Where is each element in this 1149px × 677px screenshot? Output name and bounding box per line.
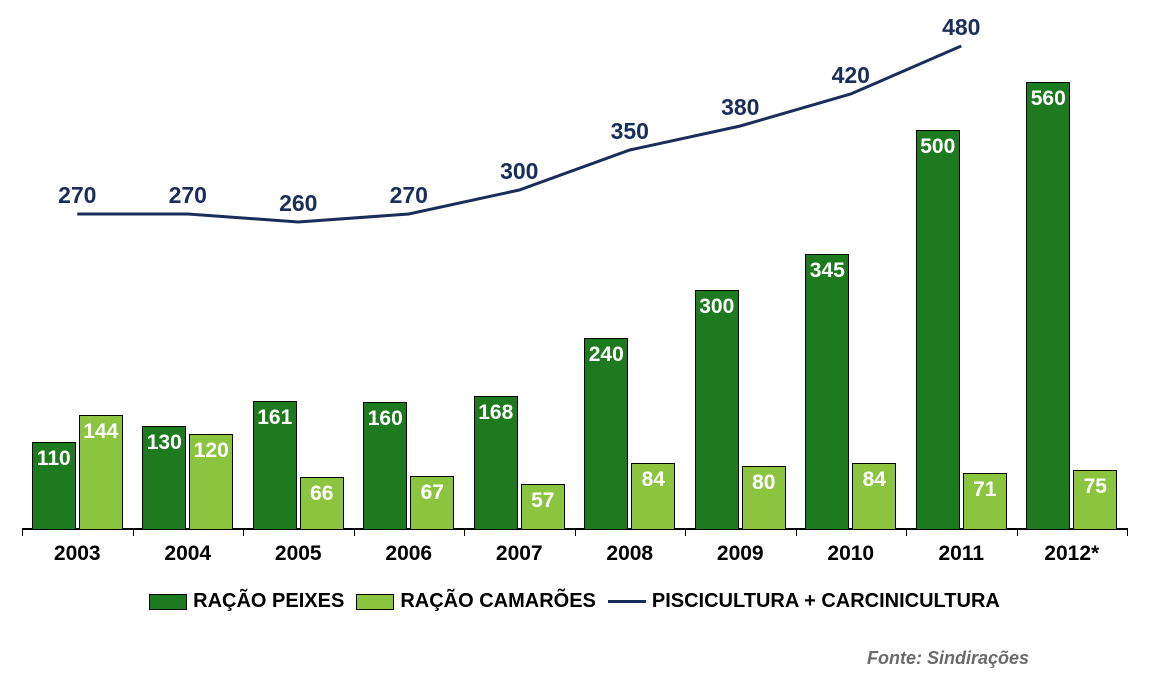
x-axis-label: 2006: [354, 542, 465, 566]
x-axis-tick: [1127, 528, 1128, 536]
bar-camaroes: 80: [742, 466, 786, 530]
chart-container: 110 144 130 120 161 66 160 67 168 57 240 84 300 80 345…: [0, 0, 1149, 677]
line-value-label: 270: [390, 182, 428, 209]
bar-value-label: 71: [973, 478, 996, 502]
bar-camaroes: 84: [631, 463, 675, 530]
x-axis-label: 2012*: [1017, 542, 1128, 566]
bar-peixes: 345: [805, 254, 849, 530]
chart-source: Fonte: Sindirações: [867, 648, 1029, 669]
legend-label: PISCICULTURA + CARCINICULTURA: [652, 590, 1000, 613]
bar-value-label: 144: [83, 420, 118, 444]
bar-value-label: 57: [531, 489, 554, 513]
x-axis-tick: [1017, 528, 1018, 536]
line-value-label: 260: [279, 190, 317, 217]
legend-swatch-line: [608, 600, 646, 603]
bar-value-label: 500: [920, 135, 955, 159]
bar-camaroes: 71: [963, 473, 1007, 530]
bar-value-label: 240: [589, 343, 624, 367]
legend-item: PISCICULTURA + CARCINICULTURA: [608, 590, 1000, 613]
legend-item: RAÇÃO CAMARÕES: [356, 590, 596, 613]
line-value-label: 300: [500, 158, 538, 185]
bar-group: 240 84: [584, 338, 675, 530]
bar-camaroes: 84: [852, 463, 896, 530]
x-axis-tick: [796, 528, 797, 536]
bar-group: 110 144: [32, 415, 123, 530]
bar-camaroes: 75: [1073, 470, 1117, 530]
bar-camaroes: 67: [410, 476, 454, 530]
bar-value-label: 110: [37, 447, 71, 471]
x-axis-tick: [906, 528, 907, 536]
legend-label: RAÇÃO CAMARÕES: [400, 590, 596, 613]
legend-swatch-box: [149, 594, 187, 610]
bar-value-label: 84: [863, 468, 886, 492]
legend-item: RAÇÃO PEIXES: [149, 590, 344, 613]
x-axis-label: 2005: [243, 542, 354, 566]
bar-camaroes: 120: [189, 434, 233, 530]
bar-value-label: 560: [1031, 87, 1066, 111]
bar-value-label: 75: [1084, 475, 1107, 499]
bar-peixes: 160: [363, 402, 407, 530]
line-value-label: 350: [611, 118, 649, 145]
bar-peixes: 168: [474, 396, 518, 530]
bar-value-label: 120: [194, 439, 229, 463]
line-value-label: 270: [58, 182, 96, 209]
bar-value-label: 300: [699, 295, 734, 319]
bar-group: 500 71: [916, 130, 1007, 530]
bar-peixes: 161: [253, 401, 297, 530]
bar-value-label: 66: [310, 482, 333, 506]
bar-value-label: 161: [257, 406, 292, 430]
bar-group: 160 67: [363, 402, 454, 530]
line-value-label: 480: [942, 14, 980, 41]
x-axis-label: 2003: [22, 542, 133, 566]
x-axis-tick: [22, 528, 23, 536]
bar-peixes: 500: [916, 130, 960, 530]
bar-group: 560 75: [1026, 82, 1117, 530]
x-axis-label: 2008: [575, 542, 686, 566]
bar-value-label: 80: [752, 471, 775, 495]
legend-swatch-box: [356, 594, 394, 610]
bar-value-label: 67: [421, 481, 444, 505]
line-series: [77, 46, 961, 222]
x-axis-labels: 2003200420052006200720082009201020112012…: [22, 542, 1127, 566]
x-axis-tick: [133, 528, 134, 536]
bar-value-label: 345: [810, 259, 845, 283]
bar-value-label: 84: [642, 468, 665, 492]
x-axis-tick: [575, 528, 576, 536]
bar-peixes: 560: [1026, 82, 1070, 530]
bar-camaroes: 66: [300, 477, 344, 530]
x-axis-label: 2009: [685, 542, 796, 566]
line-value-label: 270: [169, 182, 207, 209]
bar-group: 300 80: [695, 290, 786, 530]
bar-peixes: 130: [142, 426, 186, 530]
bar-value-label: 168: [478, 401, 513, 425]
line-value-label: 420: [832, 62, 870, 89]
bar-camaroes: 144: [79, 415, 123, 530]
bar-value-label: 130: [147, 431, 182, 455]
x-axis-tick: [243, 528, 244, 536]
x-axis-label: 2007: [464, 542, 575, 566]
bar-camaroes: 57: [521, 484, 565, 530]
x-axis-tick: [685, 528, 686, 536]
bar-value-label: 160: [368, 407, 403, 431]
x-axis-label: 2011: [906, 542, 1017, 566]
bar-group: 168 57: [474, 396, 565, 530]
x-axis-tick: [354, 528, 355, 536]
bar-group: 161 66: [253, 401, 344, 530]
bar-peixes: 110: [32, 442, 76, 530]
plot-area: 110 144 130 120 161 66 160 67 168 57 240 84 300 80 345…: [22, 10, 1127, 530]
x-axis-label: 2010: [796, 542, 907, 566]
x-axis-tick: [464, 528, 465, 536]
legend-label: RAÇÃO PEIXES: [193, 590, 344, 613]
legend: RAÇÃO PEIXES RAÇÃO CAMARÕES PISCICULTURA +…: [0, 590, 1149, 613]
line-value-label: 380: [721, 94, 759, 121]
bar-group: 130 120: [142, 426, 233, 530]
bar-peixes: 300: [695, 290, 739, 530]
x-axis-label: 2004: [133, 542, 244, 566]
bar-peixes: 240: [584, 338, 628, 530]
bar-group: 345 84: [805, 254, 896, 530]
